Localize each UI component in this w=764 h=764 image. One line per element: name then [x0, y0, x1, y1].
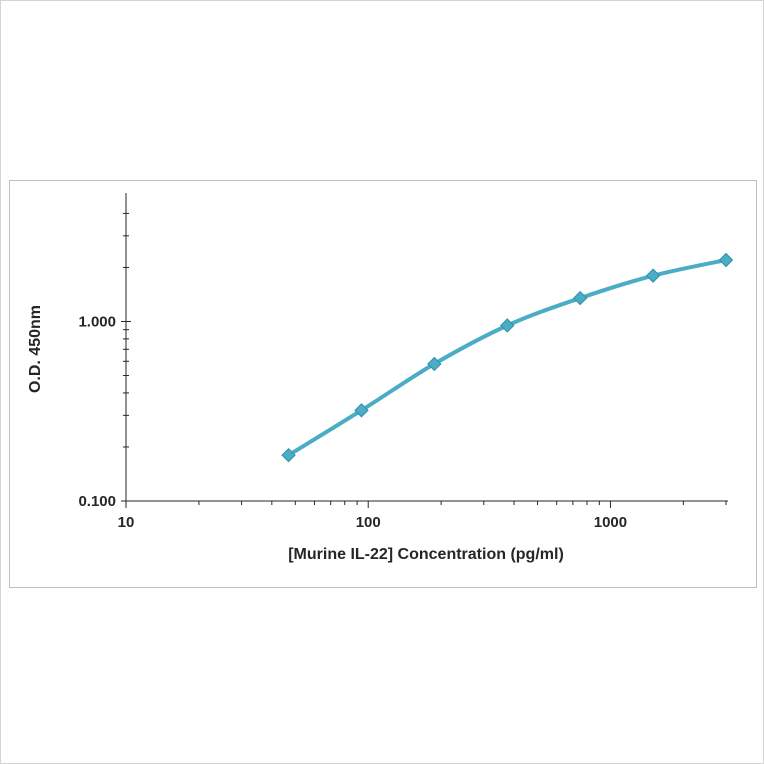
chart-frame: 1.000 0.100 10 100 1000 O.D. 450nm [Murine I… — [9, 180, 757, 588]
x-axis-title: [Murine IL-22] Concentration (pg/ml) — [288, 546, 564, 563]
data-point-marker-4 — [500, 318, 515, 333]
x-tick-label-10: 10 — [118, 514, 135, 531]
x-tick-label-1000: 1000 — [594, 514, 627, 531]
data-point-marker-2 — [354, 403, 369, 418]
data-point-marker-5 — [572, 290, 588, 306]
x-tick-label-100: 100 — [356, 514, 381, 531]
data-point-marker-6 — [645, 268, 661, 283]
y-tick-label-1.000: 1.000 — [78, 313, 116, 330]
y-tick-label-0.100: 0.100 — [78, 493, 116, 510]
standard-curve-line — [286, 258, 728, 458]
data-point-marker-1 — [281, 447, 296, 463]
data-point-marker-3 — [427, 356, 442, 372]
y-axis-title: O.D. 450nm — [27, 305, 44, 393]
data-point-marker-7 — [718, 252, 734, 268]
